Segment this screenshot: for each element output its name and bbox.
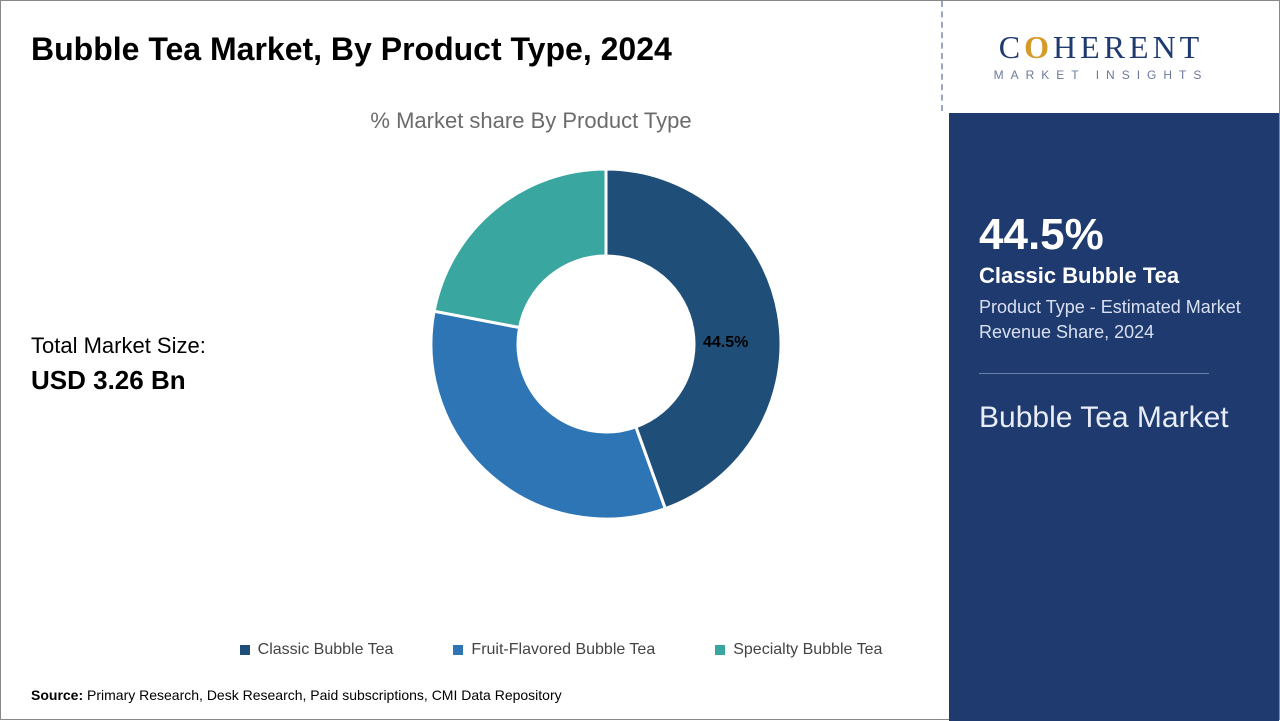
legend-label: Fruit-Flavored Bubble Tea bbox=[471, 641, 655, 659]
source-prefix: Source: bbox=[31, 687, 83, 703]
slice-label: 44.5% bbox=[703, 334, 748, 352]
logo-pre: C bbox=[999, 29, 1024, 65]
stat-value: 44.5% bbox=[979, 213, 1249, 257]
legend-swatch bbox=[715, 645, 725, 655]
stat-divider bbox=[979, 373, 1209, 374]
vertical-divider bbox=[941, 1, 943, 111]
market-name: Bubble Tea Market bbox=[979, 398, 1249, 437]
legend-swatch bbox=[240, 645, 250, 655]
legend-label: Specialty Bubble Tea bbox=[733, 641, 882, 659]
source-line: Source: Primary Research, Desk Research,… bbox=[31, 687, 562, 703]
source-text: Primary Research, Desk Research, Paid su… bbox=[87, 687, 562, 703]
body-row: Total Market Size: USD 3.26 Bn 44.5% xx.x… bbox=[31, 144, 911, 544]
logo-line1: COHERENT bbox=[961, 29, 1241, 66]
legend-item: Classic Bubble Tea bbox=[240, 641, 394, 659]
market-size-label: Total Market Size: bbox=[31, 333, 301, 359]
logo-line2: MARKET INSIGHTS bbox=[961, 68, 1241, 82]
legend-item: Specialty Bubble Tea bbox=[715, 641, 882, 659]
donut-slice bbox=[434, 169, 606, 328]
logo-accent: O bbox=[1024, 29, 1053, 65]
market-size-value: USD 3.26 Bn bbox=[31, 365, 301, 396]
legend-label: Classic Bubble Tea bbox=[258, 641, 394, 659]
donut-chart: 44.5% xx.x% xx.x% bbox=[301, 144, 911, 544]
main-area: Bubble Tea Market, By Product Type, 2024… bbox=[1, 1, 941, 721]
market-size-block: Total Market Size: USD 3.26 Bn bbox=[31, 293, 301, 396]
legend-item: Fruit-Flavored Bubble Tea bbox=[453, 641, 655, 659]
slice-label: xx.x% bbox=[387, 444, 432, 462]
side-panel: 44.5% Classic Bubble Tea Product Type - … bbox=[949, 113, 1279, 721]
brand-logo: COHERENT MARKET INSIGHTS bbox=[961, 29, 1241, 82]
donut-slice bbox=[431, 311, 665, 519]
stat-label: Classic Bubble Tea bbox=[979, 263, 1249, 289]
page-title: Bubble Tea Market, By Product Type, 2024 bbox=[31, 31, 911, 68]
logo-post: HERENT bbox=[1053, 29, 1203, 65]
slice-label: xx.x% bbox=[403, 234, 448, 252]
chart-legend: Classic Bubble Tea Fruit-Flavored Bubble … bbox=[221, 641, 901, 659]
chart-subtitle: % Market share By Product Type bbox=[151, 108, 911, 134]
stat-desc: Product Type - Estimated Market Revenue … bbox=[979, 295, 1249, 345]
legend-swatch bbox=[453, 645, 463, 655]
